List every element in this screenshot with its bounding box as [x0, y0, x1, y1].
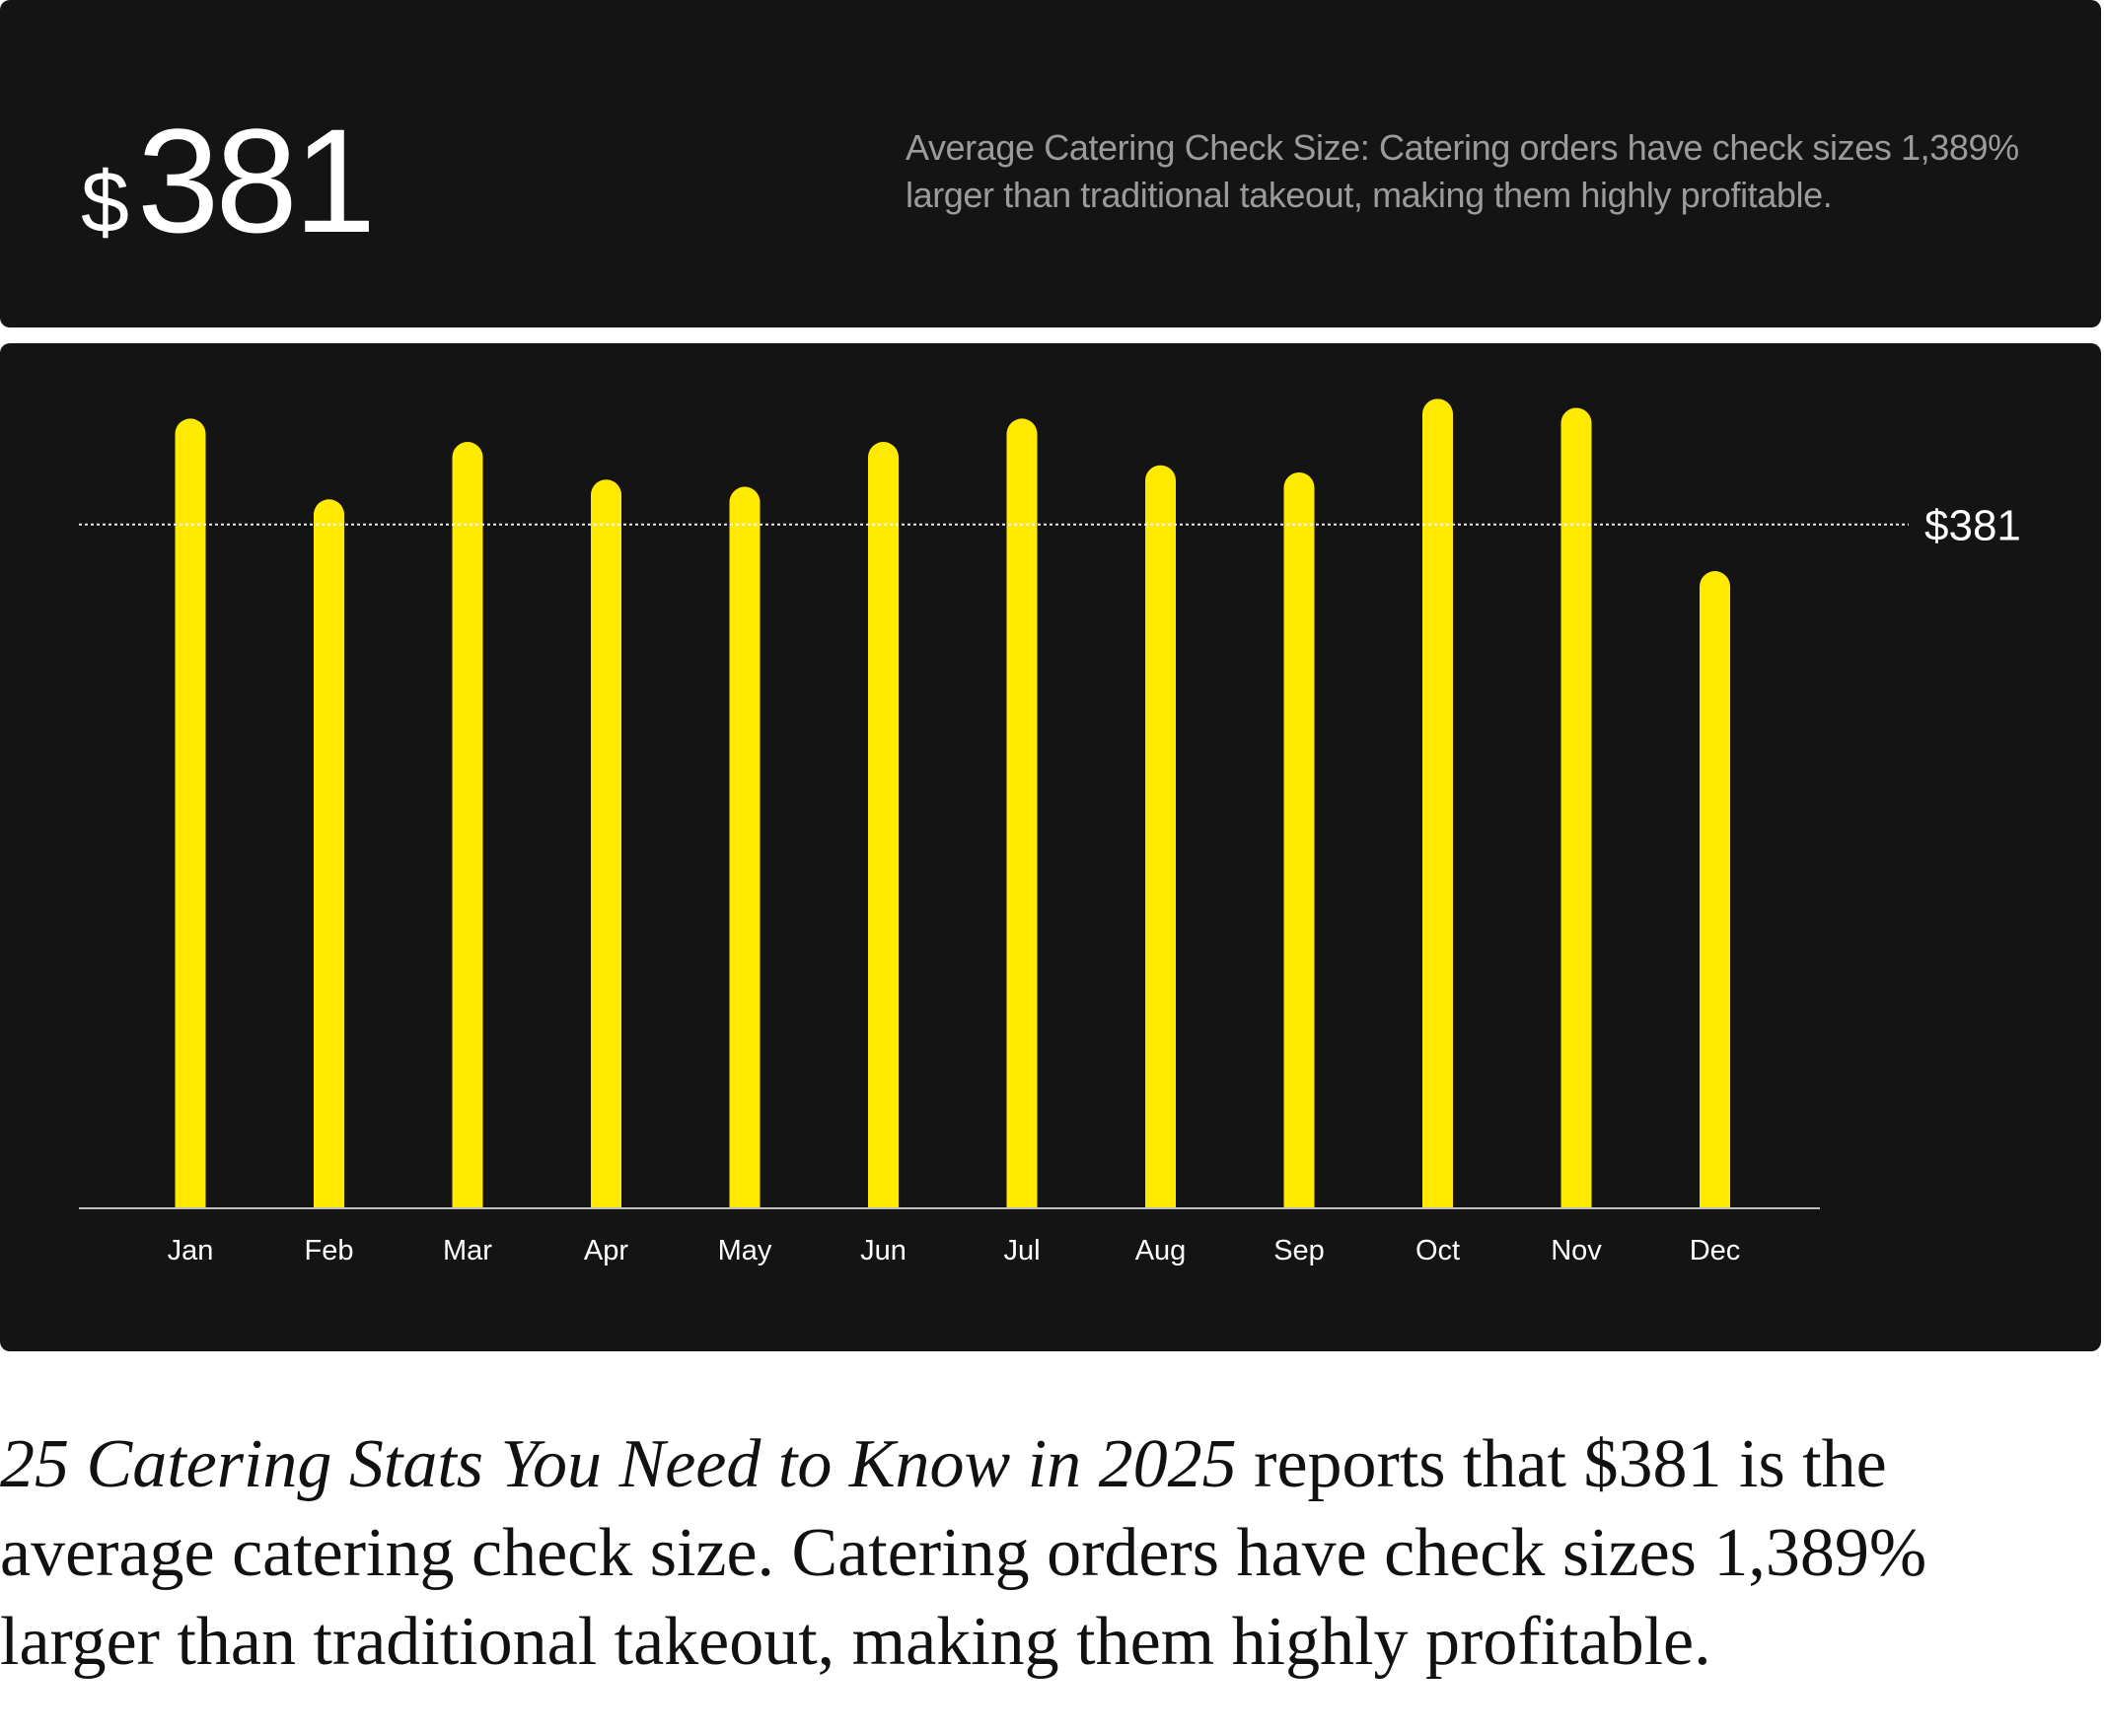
x-tick-label-apr: Apr — [584, 1235, 628, 1266]
bar-jun — [868, 442, 899, 1208]
big-stat-value: 381 — [136, 98, 376, 263]
x-tick-label-mar: Mar — [443, 1235, 492, 1266]
bar-feb — [314, 499, 344, 1208]
bar-chart: Jan Feb Mar Apr May Jun Jul Aug Sep Oct Nov Dec $381 — [79, 398, 2021, 1266]
x-tick-label-may: May — [718, 1235, 772, 1266]
bar-mar — [452, 442, 483, 1208]
chart-card: Jan Feb Mar Apr May Jun Jul Aug Sep Oct Nov Dec $381 — [0, 343, 2101, 1351]
x-tick-label-oct: Oct — [1415, 1235, 1460, 1266]
x-tick-label-aug: Aug — [1135, 1235, 1187, 1266]
stat-description: Average Catering Check Size: Catering or… — [906, 127, 2019, 215]
caption-text: reports that $381 is the average caterin… — [0, 1426, 1927, 1680]
bar-oct — [1422, 398, 1453, 1208]
x-tick-label-sep: Sep — [1273, 1235, 1325, 1266]
bar-apr — [591, 479, 621, 1208]
caption: 25 Catering Stats You Need to Know in 20… — [0, 1420, 2071, 1687]
bar-may — [729, 486, 761, 1208]
big-stat-currency: $ — [81, 153, 129, 251]
x-tick-label-jan: Jan — [168, 1235, 214, 1266]
x-tick-label-feb: Feb — [305, 1235, 354, 1266]
x-tick-label-jun: Jun — [860, 1235, 907, 1266]
bar-sep — [1283, 471, 1315, 1208]
big-stat: $381 — [81, 107, 376, 254]
x-tick-label-nov: Nov — [1551, 1235, 1602, 1266]
bar-dec — [1700, 571, 1730, 1208]
x-tick-label-jul: Jul — [1003, 1235, 1040, 1266]
x-tick-label-dec: Dec — [1690, 1235, 1741, 1266]
reference-line-label: $381 — [1924, 502, 2021, 550]
caption-source-title: 25 Catering Stats You Need to Know in 20… — [0, 1426, 1237, 1502]
bar-aug — [1145, 465, 1176, 1209]
bar-jul — [1006, 418, 1038, 1208]
summary-card: $381 Average Catering Check Size: Cateri… — [0, 0, 2101, 327]
bar-jan — [175, 418, 206, 1208]
bar-nov — [1560, 407, 1592, 1209]
